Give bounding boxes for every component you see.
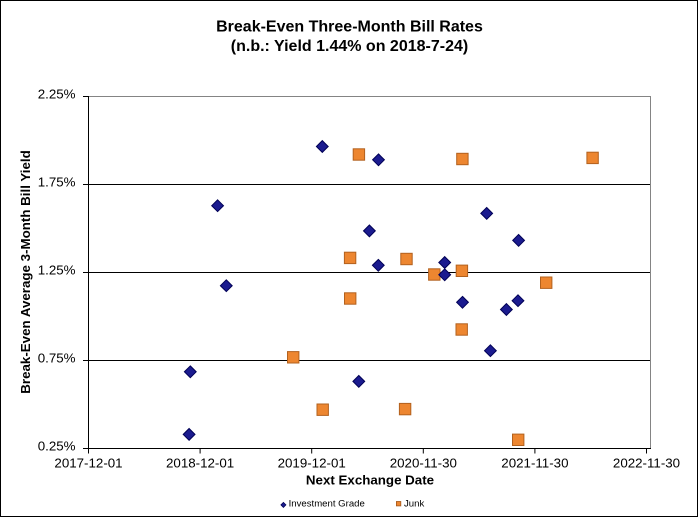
svg-text:1.75%: 1.75% [38, 175, 76, 190]
svg-text:2.25%: 2.25% [38, 87, 76, 102]
svg-text:Junk: Junk [404, 498, 424, 509]
svg-text:2021-11-30: 2021-11-30 [501, 456, 568, 471]
svg-text:Break-Even Three-Month Bill Ra: Break-Even Three-Month Bill Rates [216, 19, 483, 36]
svg-text:Investment Grade: Investment Grade [289, 498, 365, 509]
svg-text:2020-11-30: 2020-11-30 [390, 456, 457, 471]
svg-text:Break-Even Average 3-Month Bil: Break-Even Average 3-Month Bill Yield [18, 150, 33, 393]
svg-text:0.75%: 0.75% [38, 351, 76, 366]
svg-text:2019-12-01: 2019-12-01 [278, 456, 346, 471]
svg-text:Next Exchange Date: Next Exchange Date [306, 473, 434, 488]
svg-text:0.25%: 0.25% [38, 439, 76, 454]
svg-text:2022-11-30: 2022-11-30 [613, 456, 680, 471]
svg-text:(n.b.: Yield 1.44% on 2018-7-2: (n.b.: Yield 1.44% on 2018-7-24) [231, 38, 468, 55]
svg-text:1.25%: 1.25% [38, 263, 76, 278]
svg-text:2018-12-01: 2018-12-01 [166, 456, 234, 471]
svg-text:2017-12-01: 2017-12-01 [54, 456, 122, 471]
